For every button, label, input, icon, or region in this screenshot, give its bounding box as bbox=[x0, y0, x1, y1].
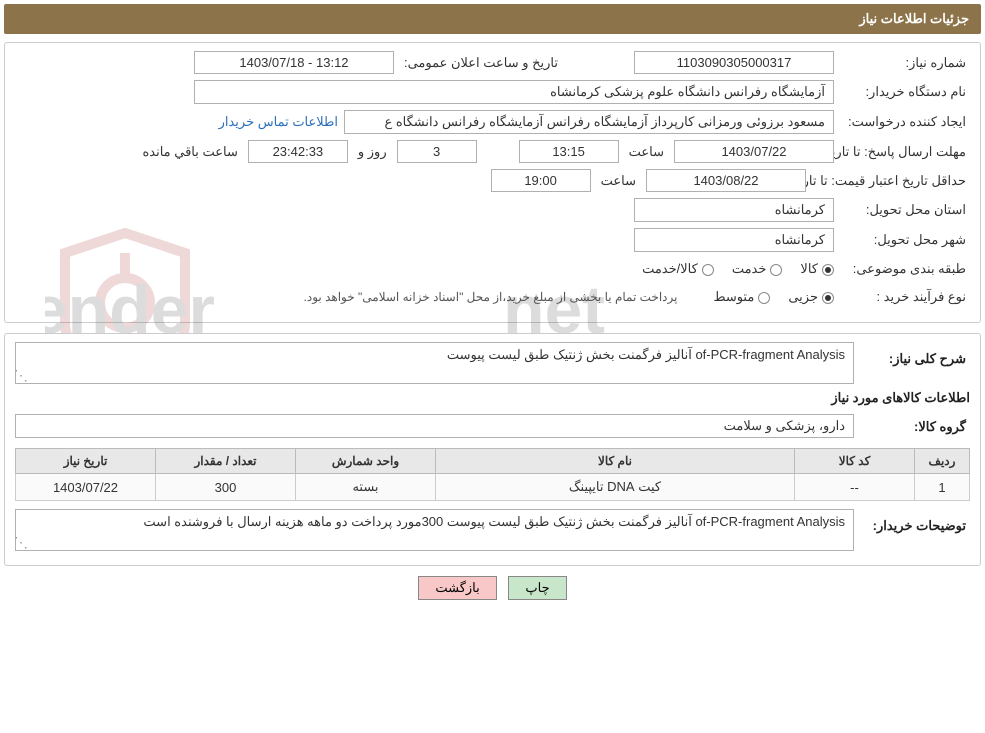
buyer-contact-link[interactable]: اطلاعات تماس خریدار bbox=[219, 114, 338, 130]
row-deadline: مهلت ارسال پاسخ: تا تاریخ: 1403/07/22 سا… bbox=[15, 140, 970, 163]
th-row: ردیف bbox=[915, 449, 970, 474]
radio-option-minor[interactable]: جزیی bbox=[788, 289, 834, 305]
need-desc-text: of-PCR-fragment Analysis آنالیز فرگمنت ب… bbox=[447, 347, 845, 362]
buyer-notes-text: of-PCR-fragment Analysis آنالیز فرگمنت ب… bbox=[143, 514, 845, 529]
row-province: استان محل تحویل: کرمانشاه bbox=[15, 198, 970, 222]
city-label: شهر محل تحویل: bbox=[840, 229, 970, 251]
row-city: شهر محل تحویل: کرمانشاه bbox=[15, 228, 970, 252]
deadline-time-label: ساعت bbox=[625, 141, 668, 163]
province-value: کرمانشاه bbox=[634, 198, 834, 222]
cell-row: 1 bbox=[915, 474, 970, 501]
deadline-remaining: 23:42:33 bbox=[248, 140, 348, 163]
deadline-label: مهلت ارسال پاسخ: تا تاریخ: bbox=[840, 141, 970, 163]
cell-date: 1403/07/22 bbox=[16, 474, 156, 501]
buyer-org-value: آزمایشگاه رفرانس دانشگاه علوم پزشکی کرما… bbox=[194, 80, 834, 104]
table-header-row: ردیف کد کالا نام کالا واحد شمارش تعداد /… bbox=[16, 449, 970, 474]
items-section-title: اطلاعات کالاهای مورد نیاز bbox=[15, 390, 970, 406]
buyer-notes-value[interactable]: of-PCR-fragment Analysis آنالیز فرگمنت ب… bbox=[15, 509, 854, 551]
radio-icon bbox=[758, 292, 770, 304]
requester-value: مسعود برزوئی ورمزانی کارپرداز آزمایشگاه … bbox=[344, 110, 834, 134]
deadline-days-label: روز و bbox=[354, 141, 391, 163]
product-group-value: دارو، پزشکی و سلامت bbox=[15, 414, 854, 438]
validity-time: 19:00 bbox=[491, 169, 591, 192]
th-qty: تعداد / مقدار bbox=[156, 449, 296, 474]
row-need-number: شماره نیاز: 1103090305000317 تاریخ و ساع… bbox=[15, 51, 970, 74]
radio-label-minor: جزیی bbox=[788, 289, 818, 304]
radio-option-both[interactable]: کالا/خدمت bbox=[642, 261, 714, 277]
purchase-type-radio-group: جزیی متوسط bbox=[713, 289, 834, 305]
row-need-desc: شرح کلی نیاز: of-PCR-fragment Analysis آ… bbox=[15, 342, 970, 384]
city-value: کرمانشاه bbox=[634, 228, 834, 252]
need-number-label: شماره نیاز: bbox=[840, 52, 970, 74]
row-buyer-notes: توضیحات خریدار: of-PCR-fragment Analysis… bbox=[15, 509, 970, 551]
need-desc-label: شرح کلی نیاز: bbox=[860, 348, 970, 370]
table-row: 1 -- کیت DNA تایپینگ بسته 300 1403/07/22 bbox=[16, 474, 970, 501]
radio-icon bbox=[702, 264, 714, 276]
page-title: جزئیات اطلاعات نیاز bbox=[859, 11, 969, 26]
province-label: استان محل تحویل: bbox=[840, 199, 970, 221]
requester-label: ایجاد کننده درخواست: bbox=[840, 111, 970, 133]
radio-label-both: کالا/خدمت bbox=[642, 261, 698, 276]
resize-handle-icon[interactable]: ⋰ bbox=[18, 538, 28, 548]
buyer-org-label: نام دستگاه خریدار: bbox=[840, 81, 970, 103]
cell-code: -- bbox=[795, 474, 915, 501]
th-date: تاریخ نیاز bbox=[16, 449, 156, 474]
cell-name: کیت DNA تایپینگ bbox=[436, 474, 795, 501]
radio-icon bbox=[822, 292, 834, 304]
row-purchase-type: نوع فرآیند خرید : جزیی متوسط پرداخت تمام… bbox=[15, 286, 970, 308]
radio-label-service: خدمت bbox=[732, 261, 767, 276]
th-unit: واحد شمارش bbox=[296, 449, 436, 474]
print-button[interactable]: چاپ bbox=[508, 576, 566, 600]
th-name: نام کالا bbox=[436, 449, 795, 474]
radio-label-goods: کالا bbox=[800, 261, 818, 276]
validity-date: 1403/08/22 bbox=[646, 169, 806, 192]
radio-option-goods[interactable]: کالا bbox=[800, 261, 834, 277]
need-desc-value[interactable]: of-PCR-fragment Analysis آنالیز فرگمنت ب… bbox=[15, 342, 854, 384]
back-button[interactable]: بازگشت bbox=[418, 576, 496, 600]
product-group-label: گروه کالا: bbox=[860, 416, 970, 438]
items-panel: شرح کلی نیاز: of-PCR-fragment Analysis آ… bbox=[4, 333, 981, 566]
deadline-time: 13:15 bbox=[519, 140, 619, 163]
announce-label: تاریخ و ساعت اعلان عمومی: bbox=[400, 52, 562, 74]
radio-icon bbox=[822, 264, 834, 276]
radio-label-medium: متوسط bbox=[713, 289, 754, 304]
buyer-notes-label: توضیحات خریدار: bbox=[860, 515, 970, 537]
row-buyer-org: نام دستگاه خریدار: آزمایشگاه رفرانس دانش… bbox=[15, 80, 970, 104]
row-requester: ایجاد کننده درخواست: مسعود برزوئی ورمزان… bbox=[15, 110, 970, 134]
deadline-remaining-label: ساعت باقي مانده bbox=[138, 141, 241, 163]
button-row: چاپ بازگشت bbox=[4, 576, 981, 600]
need-number-value: 1103090305000317 bbox=[634, 51, 834, 74]
row-validity: حداقل تاریخ اعتبار قیمت: تا تاریخ: 1403/… bbox=[15, 169, 970, 192]
purchase-note: پرداخت تمام یا بخشی از مبلغ خرید،از محل … bbox=[304, 290, 678, 304]
deadline-days: 3 bbox=[397, 140, 477, 163]
deadline-date: 1403/07/22 bbox=[674, 140, 834, 163]
th-code: کد کالا bbox=[795, 449, 915, 474]
validity-label: حداقل تاریخ اعتبار قیمت: تا تاریخ: bbox=[812, 170, 970, 192]
radio-option-medium[interactable]: متوسط bbox=[713, 289, 770, 305]
cell-unit: بسته bbox=[296, 474, 436, 501]
row-product-group: گروه کالا: دارو، پزشکی و سلامت bbox=[15, 410, 970, 442]
radio-option-service[interactable]: خدمت bbox=[732, 261, 783, 277]
row-category: طبقه بندی موضوعی: کالا خدمت کالا/خدمت bbox=[15, 258, 970, 280]
items-table: ردیف کد کالا نام کالا واحد شمارش تعداد /… bbox=[15, 448, 970, 501]
page-header: جزئیات اطلاعات نیاز bbox=[4, 4, 981, 34]
cell-qty: 300 bbox=[156, 474, 296, 501]
validity-time-label: ساعت bbox=[597, 170, 640, 192]
category-label: طبقه بندی موضوعی: bbox=[840, 258, 970, 280]
category-radio-group: کالا خدمت کالا/خدمت bbox=[642, 261, 834, 277]
announce-value: 1403/07/18 - 13:12 bbox=[194, 51, 394, 74]
details-panel: AriaTender. net شماره نیاز: 110309030500… bbox=[4, 42, 981, 323]
purchase-type-label: نوع فرآیند خرید : bbox=[840, 286, 970, 308]
radio-icon bbox=[770, 264, 782, 276]
resize-handle-icon[interactable]: ⋰ bbox=[18, 371, 28, 381]
